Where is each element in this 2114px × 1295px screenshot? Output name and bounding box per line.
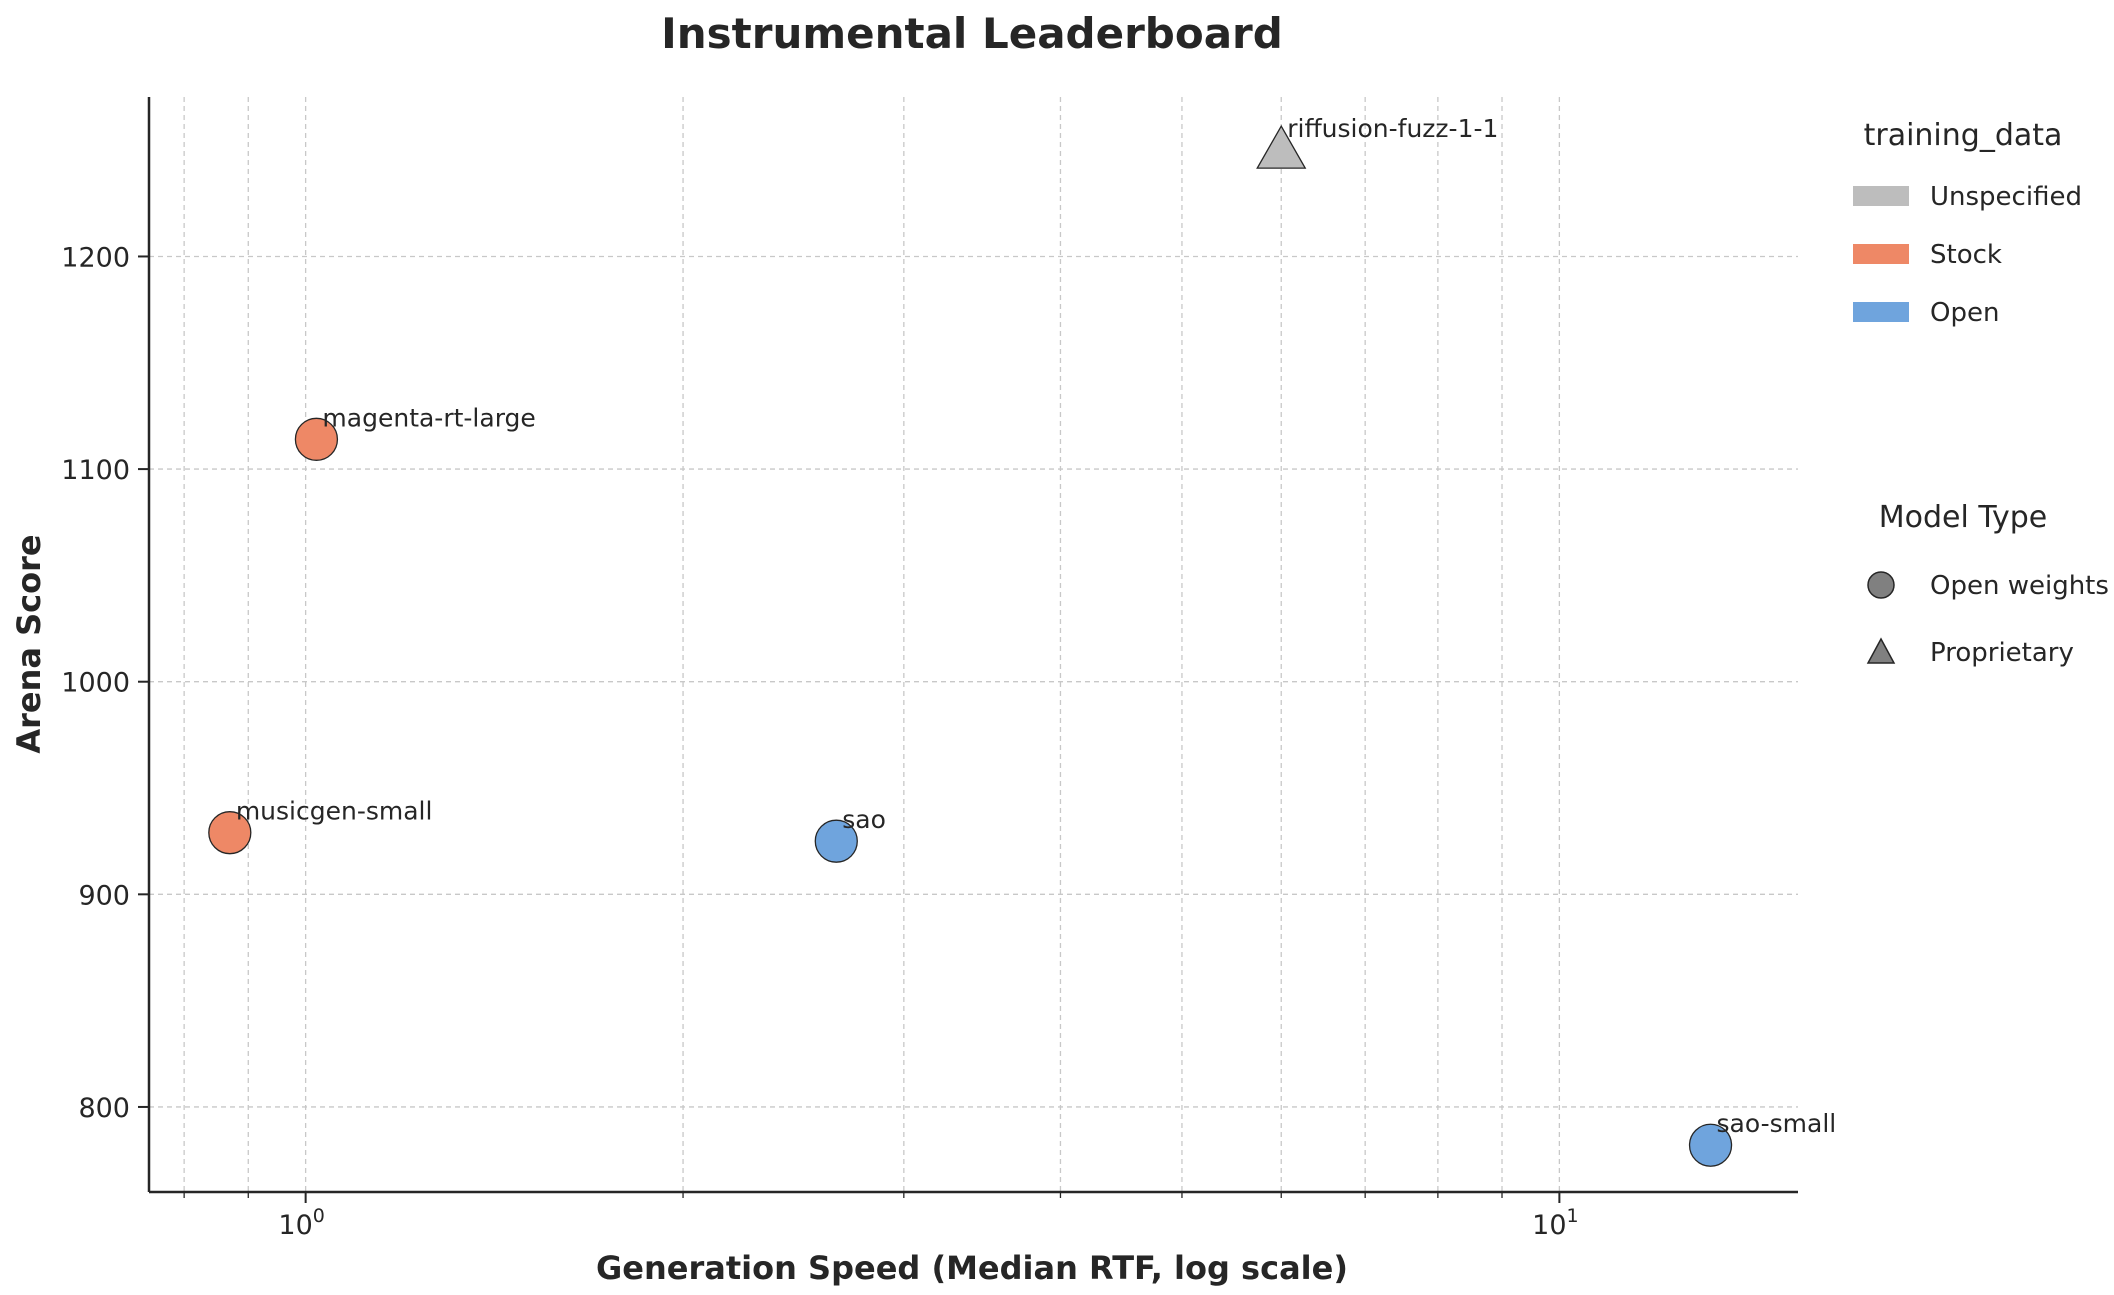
y-axis-label: Arena Score: [10, 534, 48, 753]
legend-title-model-type: Model Type: [1879, 500, 2048, 535]
x-tick-label: 100: [278, 1205, 324, 1241]
x-tick-label: 101: [1532, 1205, 1578, 1241]
point-label-sao-small: sao-small: [1717, 1109, 1837, 1138]
point-magenta-rt-large: [294, 417, 339, 461]
data-points: [208, 124, 1733, 1167]
y-tick-label: 1100: [61, 455, 130, 486]
legend-label-model-type: Proprietary: [1930, 638, 2074, 668]
legend-label-open: Open: [1930, 298, 1999, 328]
y-tick-label: 900: [78, 880, 130, 911]
legend: training_data Unspecified Stock Open Model…: [1853, 118, 2109, 668]
x-axis-label: Generation Speed (Median RTF, log scale): [596, 1249, 1348, 1287]
point-labels: riffusion-fuzz-1-1 magenta-rt-large musicg…: [236, 114, 1836, 1138]
point-label-riffusion-fuzz-1-1: riffusion-fuzz-1-1: [1287, 114, 1498, 143]
y-axis-ticks: 800 900 1000 1100 1200: [61, 242, 149, 1124]
y-tick-label: 1000: [61, 668, 130, 699]
legend-label-stock: Stock: [1930, 240, 2002, 270]
y-tick-label: 800: [78, 1093, 130, 1124]
legend-model-type-items: Open weights Proprietary: [1866, 571, 2109, 668]
circle-icon: [1867, 571, 1895, 599]
legend-title-training-data: training_data: [1864, 118, 2063, 153]
legend-swatch-open: [1853, 302, 1909, 322]
legend-label-unspecified: Unspecified: [1930, 182, 2082, 212]
grid-lines: [149, 97, 1798, 1192]
legend-swatch-unspecified: [1853, 186, 1909, 206]
point-riffusion-fuzz-1-1: [1256, 124, 1307, 169]
y-tick-label: 1200: [61, 242, 130, 273]
point-label-magenta-rt-large: magenta-rt-large: [322, 403, 535, 432]
point-label-musicgen-small: musicgen-small: [236, 797, 433, 826]
legend-label-model-type: Open weights: [1930, 571, 2109, 601]
legend-swatch-stock: [1853, 244, 1909, 264]
chart-title: Instrumental Leaderboard: [661, 9, 1283, 58]
point-sao: [814, 819, 858, 863]
point-label-sao: sao: [842, 805, 886, 834]
triangle-icon: [1866, 637, 1896, 664]
point-sao-small: [1688, 1123, 1733, 1167]
point-musicgen-small: [208, 811, 252, 855]
x-axis-ticks: 100 101: [183, 1192, 1579, 1241]
legend-training-data-items: Unspecified Stock Open: [1853, 182, 2082, 328]
